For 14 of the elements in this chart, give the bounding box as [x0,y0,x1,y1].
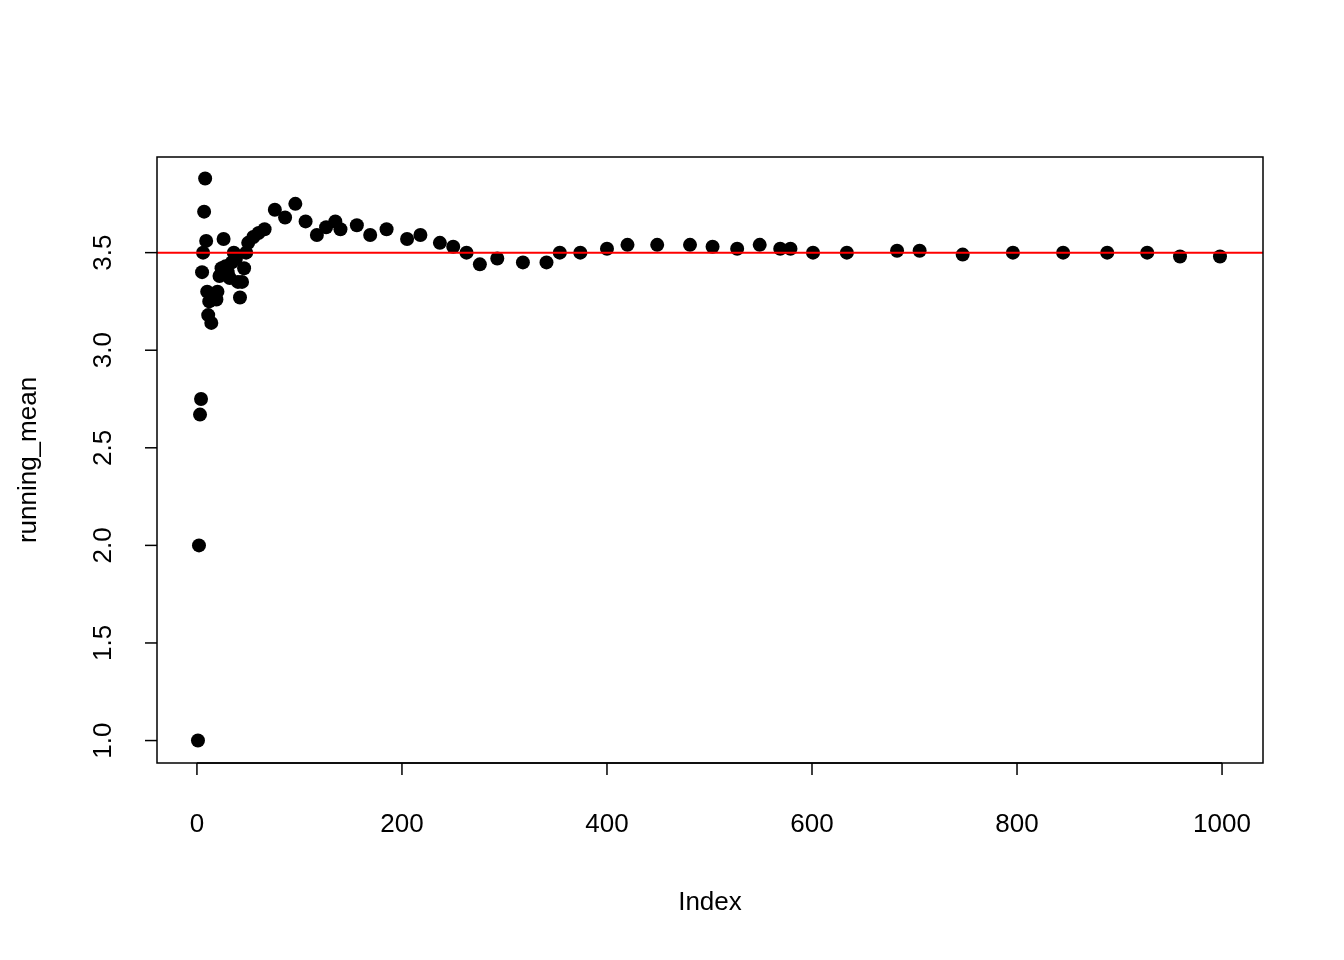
x-axis-title: Index [678,886,742,916]
y-tick-label: 1.0 [87,722,117,759]
x-tick-label: 400 [585,808,629,838]
y-tick-label: 3.5 [87,234,117,271]
x-tick-label: 800 [995,808,1039,838]
x-tick-label: 1000 [1193,808,1251,838]
y-tick-label: 2.0 [87,527,117,564]
y-tick-label: 3.0 [87,332,117,369]
x-tick-label: 200 [380,808,424,838]
y-axis-title: running_mean [12,376,42,544]
x-tick-label: 0 [189,808,205,838]
y-tick-label: 1.5 [87,624,117,662]
y-tick-label: 2.5 [87,429,117,466]
x-tick-label: 600 [790,808,834,838]
